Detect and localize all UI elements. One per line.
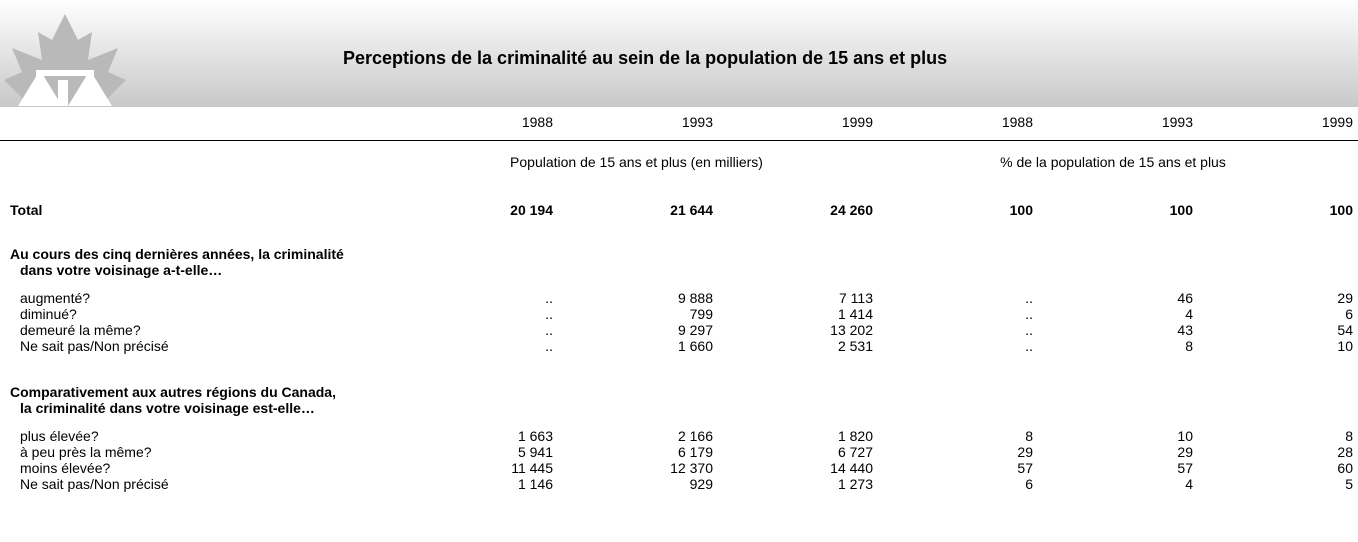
cell: .. (1025, 290, 1033, 306)
cell: .. (545, 322, 553, 338)
cell: 60 (1337, 460, 1353, 476)
row-label: diminué? (20, 306, 77, 322)
row-label: Ne sait pas/Non précisé (20, 338, 169, 354)
cell: .. (1025, 322, 1033, 338)
cell: 1 146 (517, 476, 553, 492)
cell: 29 (1337, 290, 1353, 306)
cell: 1 273 (837, 476, 873, 492)
cell: 1 663 (517, 428, 553, 444)
cell: 28 (1337, 444, 1353, 460)
cell: 1 820 (837, 428, 873, 444)
cell: 13 202 (830, 322, 873, 338)
row-label: moins élevée? (20, 460, 111, 476)
cell: 21 644 (670, 202, 713, 218)
title: Perceptions de la criminalité au sein de… (343, 48, 948, 68)
column-header: 1999 (841, 114, 873, 130)
row-label: à peu près la même? (20, 444, 152, 460)
row-label: Ne sait pas/Non précisé (20, 476, 169, 492)
cell: 29 (1177, 444, 1193, 460)
cell: 8 (1185, 338, 1193, 354)
cell: 8 (1345, 428, 1353, 444)
cell: .. (1025, 338, 1033, 354)
cell: 1 660 (677, 338, 713, 354)
cell: 29 (1017, 444, 1033, 460)
column-header: 1999 (1321, 114, 1353, 130)
cell: .. (1025, 306, 1033, 322)
cell: 20 194 (510, 202, 553, 218)
cell: 14 440 (830, 460, 873, 476)
cell: 57 (1177, 460, 1193, 476)
cell: 57 (1017, 460, 1033, 476)
cell: .. (545, 338, 553, 354)
cell: 100 (1169, 202, 1193, 218)
cell: 43 (1177, 322, 1193, 338)
header-band (0, 0, 1358, 107)
column-header: 1993 (681, 114, 713, 130)
cell: 54 (1337, 322, 1353, 338)
cell: 10 (1337, 338, 1353, 354)
cell: 8 (1025, 428, 1033, 444)
cell: 100 (1009, 202, 1033, 218)
cell: .. (545, 306, 553, 322)
section-heading: Comparativement aux autres régions du Ca… (10, 384, 336, 400)
cell: 10 (1177, 428, 1193, 444)
cell: 1 414 (837, 306, 873, 322)
row-label: demeuré la même? (20, 322, 141, 338)
cell: 929 (689, 476, 713, 492)
cell: 2 166 (677, 428, 713, 444)
cell: 9 888 (677, 290, 713, 306)
cell: 6 179 (677, 444, 713, 460)
cell: 5 941 (517, 444, 553, 460)
logo (4, 14, 126, 106)
cell: 799 (689, 306, 713, 322)
cell: 6 (1025, 476, 1033, 492)
cell: 9 297 (677, 322, 713, 338)
cell: 5 (1345, 476, 1353, 492)
cell: 11 445 (511, 460, 553, 476)
group-header: % de la population de 15 ans et plus (1000, 154, 1226, 170)
cell: 4 (1185, 476, 1193, 492)
cell: 6 (1345, 306, 1353, 322)
column-header: 1988 (1001, 114, 1033, 130)
column-header: 1988 (521, 114, 553, 130)
row-label: plus élevée? (20, 428, 99, 444)
cell: 7 113 (839, 290, 873, 306)
rule (0, 140, 1358, 141)
cell: 2 531 (837, 338, 873, 354)
cell: .. (545, 290, 553, 306)
section-heading: Au cours des cinq dernières années, la c… (10, 246, 344, 262)
row-label: augmenté? (20, 290, 91, 306)
section-heading: dans votre voisinage a-t-elle… (20, 262, 223, 278)
cell: 12 370 (670, 460, 713, 476)
cell: 6 727 (837, 444, 873, 460)
cell: 4 (1185, 306, 1193, 322)
cell: 46 (1177, 290, 1193, 306)
section-heading: la criminalité dans votre voisinage est-… (20, 400, 315, 416)
cell: 100 (1329, 202, 1353, 218)
cell: 24 260 (830, 202, 873, 218)
row-label: Total (10, 202, 43, 218)
column-header: 1993 (1161, 114, 1193, 130)
group-header: Population de 15 ans et plus (en millier… (510, 154, 763, 170)
